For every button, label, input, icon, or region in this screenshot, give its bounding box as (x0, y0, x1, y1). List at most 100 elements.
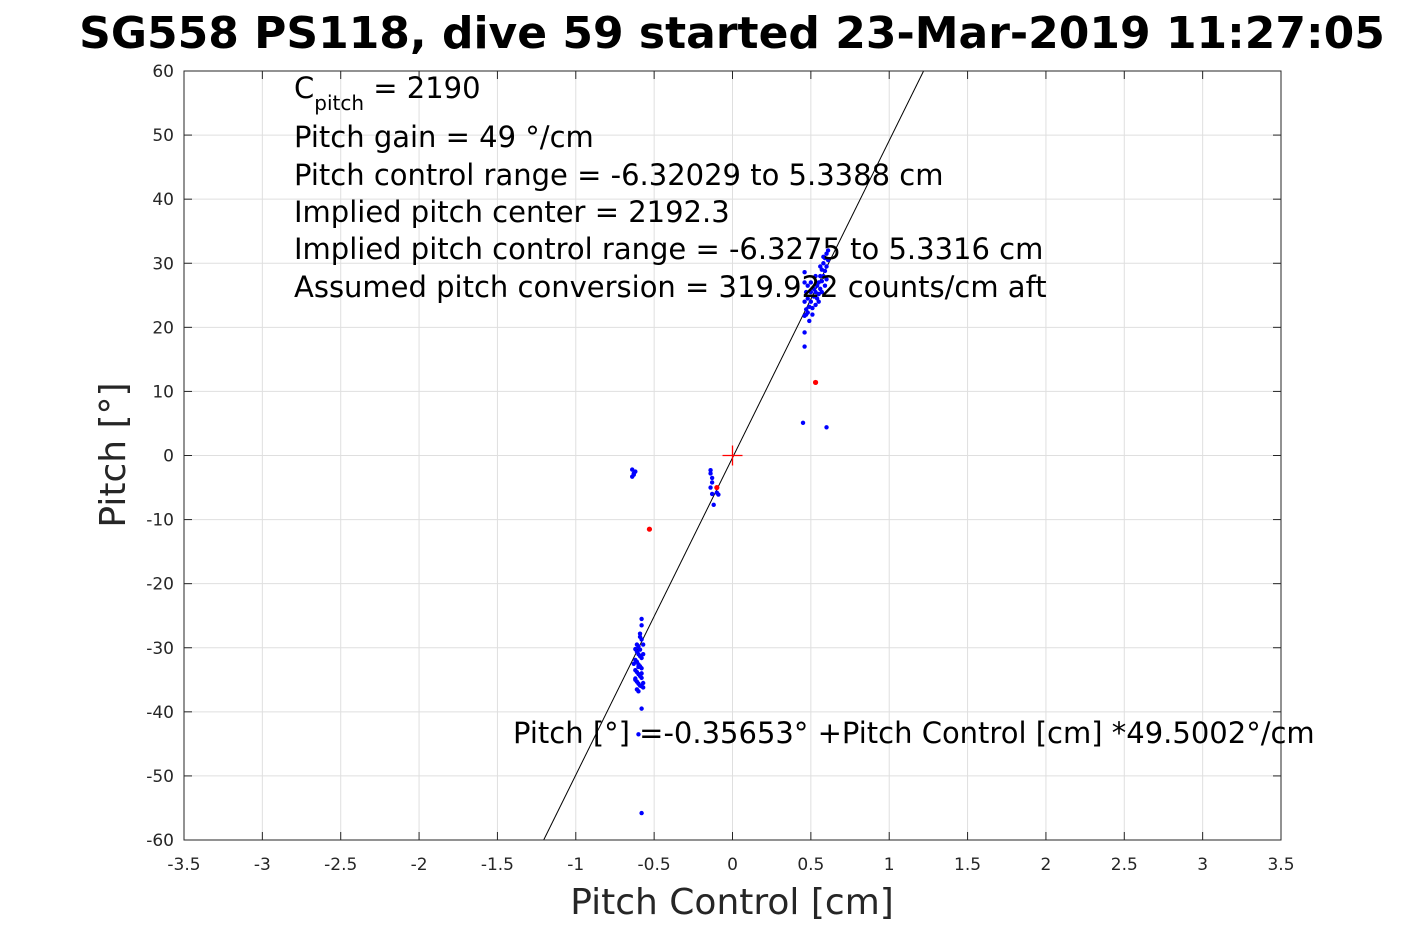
pitch-gain-label: Pitch gain = 49 °/cm (294, 120, 594, 154)
conversion-label: Assumed pitch conversion = 319.922 count… (294, 270, 1047, 304)
y-tick-label: -40 (146, 703, 174, 723)
y-tick-label: 10 (152, 382, 174, 402)
data-point (709, 475, 715, 481)
data-point (800, 420, 806, 426)
data-point (709, 480, 715, 485)
data-point (822, 283, 828, 288)
data-point (808, 299, 814, 304)
x-tick-label: 1.5 (954, 855, 981, 875)
data-point (639, 706, 644, 711)
y-tick-label: 60 (152, 62, 174, 82)
data-point (639, 675, 644, 681)
highlight-point (714, 484, 720, 491)
data-point (821, 273, 826, 279)
fit-equation-label: Pitch [°] =-0.35653° +Pitch Control [cm]… (513, 716, 1315, 750)
data-point (824, 425, 829, 430)
data-point (639, 655, 644, 661)
data-point (819, 278, 825, 284)
data-point (631, 472, 636, 477)
x-tick-label: 2.5 (1111, 855, 1138, 875)
data-point (805, 296, 810, 301)
data-point (802, 344, 807, 349)
chart-title: SG558 PS118, dive 59 started 23-Mar-2019… (79, 8, 1385, 59)
control-range-label: Pitch control range = -6.32029 to 5.3388… (294, 158, 943, 192)
data-point (824, 277, 829, 282)
x-tick-label: 2 (1041, 855, 1052, 875)
x-tick-label: -0.5 (638, 855, 671, 875)
data-point (802, 330, 807, 335)
data-point (636, 664, 641, 670)
axes-frame (183, 70, 1282, 841)
data-point (708, 485, 713, 490)
grid (183, 70, 1282, 841)
x-tick-label: -3.5 (167, 855, 200, 875)
y-tick-label: -30 (146, 639, 174, 659)
y-tick-label: -50 (146, 767, 174, 787)
data-point (708, 468, 713, 473)
data-point (640, 642, 646, 647)
implied-center-label: Implied pitch center = 2192.3 (294, 195, 730, 229)
annotation-block: Cpitch = 2190 Pitch gain = 49 °/cm Pitch… (294, 71, 1047, 304)
data-point (821, 254, 826, 260)
plot-area (543, 70, 925, 841)
y-tick-label: 40 (152, 190, 174, 210)
data-point (802, 299, 807, 304)
data-point (636, 732, 641, 737)
highlight-point (646, 526, 653, 532)
y-axis-label: Pitch [°] (93, 382, 134, 527)
implied-range-label: Implied pitch control range = -6.3275 to… (294, 232, 1043, 266)
data-point (825, 257, 831, 263)
data-point (810, 305, 815, 311)
c-pitch-subscript: pitch (314, 91, 364, 115)
y-tick-label: -10 (146, 511, 174, 531)
data-point (716, 492, 721, 497)
data-point (818, 264, 823, 269)
data-point (637, 631, 643, 636)
x-tick-label: -3 (254, 855, 271, 875)
data-point (803, 289, 809, 295)
highlight-point (812, 379, 819, 386)
data-point (640, 651, 646, 657)
data-point (813, 273, 818, 279)
data-point (711, 502, 716, 508)
data-point (824, 264, 829, 269)
data-point (810, 312, 815, 317)
data-point (808, 280, 814, 285)
data-point (825, 248, 831, 253)
data-point (819, 289, 825, 295)
data-point (816, 299, 821, 304)
x-ticks: -3.5 -3 -2.5 -2 -1.5 -1 -0.5 0 0.5 1 1.5 2 2.5 3 3.5 (167, 71, 1295, 875)
x-tick-label: 3.5 (1267, 855, 1294, 875)
data-point (639, 623, 644, 628)
data-point (634, 642, 640, 647)
x-axis-label: Pitch Control [cm] (570, 882, 894, 923)
c-pitch-value: = 2190 (364, 71, 481, 105)
data-point (818, 273, 823, 279)
data-point (636, 689, 641, 694)
y-tick-label: 0 (163, 447, 174, 467)
y-tick-label: 50 (152, 126, 174, 146)
x-tick-label: 0.5 (797, 855, 824, 875)
data-point (822, 268, 828, 274)
x-tick-label: 3 (1197, 855, 1208, 875)
data-point (640, 680, 646, 686)
data-point (802, 270, 807, 275)
c-pitch-label: Cpitch = 2190 (294, 71, 481, 115)
x-tick-label: -2 (411, 855, 428, 875)
data-point (631, 661, 636, 666)
data-point (708, 471, 713, 476)
data-point (808, 289, 814, 295)
data-point (805, 283, 810, 288)
data-point (639, 616, 644, 622)
data-point (803, 312, 809, 317)
data-point (802, 280, 807, 285)
x-tick-label: -2.5 (324, 855, 357, 875)
data-point (639, 810, 644, 816)
y-ticks: 60 50 40 30 20 10 0 -10 -20 -30 -40 -50 -60 (146, 62, 1281, 851)
data-point (821, 261, 826, 266)
x-tick-label: -1.5 (481, 855, 514, 875)
data-point (633, 676, 638, 681)
x-tick-label: 1 (884, 855, 895, 875)
data-point (807, 318, 812, 324)
